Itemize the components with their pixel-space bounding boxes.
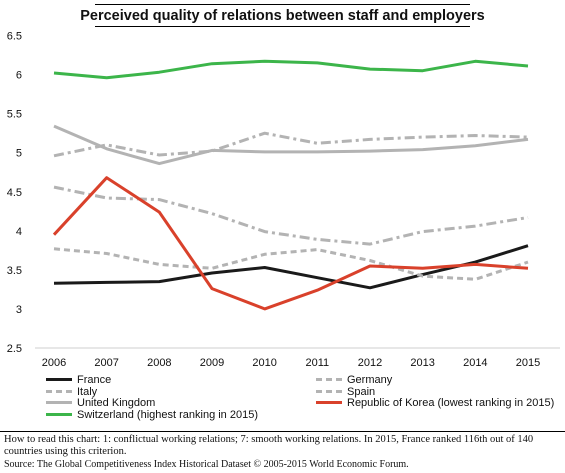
series-line-4 [53,124,529,166]
title-rule-bottom [95,26,470,27]
x-tick-label: 2013 [410,357,434,369]
y-tick-label: 6.5 [7,31,22,43]
legend-label: United Kingdom [77,397,156,409]
series-line-0 [53,244,529,290]
y-tick-label: 5 [16,148,22,160]
axis-layer: 2.5 3 3.5 4 4.5 5 5.5 6 6.5 2006 2007 2008 2009 2010 2… [7,31,560,369]
x-tick-label: 2006 [42,357,66,369]
legend-label: France [77,374,112,386]
legend-swatch [46,412,72,416]
footer-divider [0,431,565,432]
legend-swatch [46,378,72,381]
x-tick-label: 2014 [463,357,487,369]
x-tick-label: 2010 [252,357,276,369]
legend-swatch [316,401,342,404]
x-tick-label: 2012 [358,357,382,369]
title-rule-top [95,4,470,5]
legend-label: Switzerland (highest ranking in 2015) [77,408,258,421]
legend-swatch [46,401,72,404]
y-tick-label: 3 [16,304,22,316]
chart-title: Perceived quality of relations between s… [80,8,485,24]
y-tick-label: 3.5 [7,265,22,277]
y-tick-label: 6 [16,70,22,82]
x-tick-label: 2009 [200,357,224,369]
legend-label: Republic of Korea (lowest ranking in 201… [347,397,555,409]
series-line-3 [53,185,529,246]
legend-label: Germany [347,374,393,386]
series-line-6 [53,59,529,80]
y-tick-label: 5.5 [7,109,22,121]
legend-swatch [46,389,72,393]
y-tick-label: 2.5 [7,343,22,355]
x-tick-label: 2015 [516,357,540,369]
y-tick-label: 4 [16,226,22,238]
series-line-5 [52,176,529,311]
chart-note: How to read this chart: 1: conflictual w… [4,434,534,457]
chart-source: Source: The Global Competitiveness Index… [4,459,409,470]
series-line-1 [53,131,529,158]
legend-swatch [316,378,342,381]
x-tick-label: 2007 [94,357,118,369]
x-tick-label: 2011 [306,357,330,369]
x-tick-label: 2008 [147,357,171,369]
legend-label: Spain [347,385,376,398]
line-chart: 2.5 3 3.5 4 4.5 5 5.5 6 6.5 2006 2007 2008 2009 2010 2… [7,31,560,369]
series-line-2 [53,247,529,281]
legend-swatch [316,389,342,393]
series-layer [52,59,529,311]
y-tick-label: 4.5 [7,187,22,199]
legend-label: Italy [77,385,98,398]
